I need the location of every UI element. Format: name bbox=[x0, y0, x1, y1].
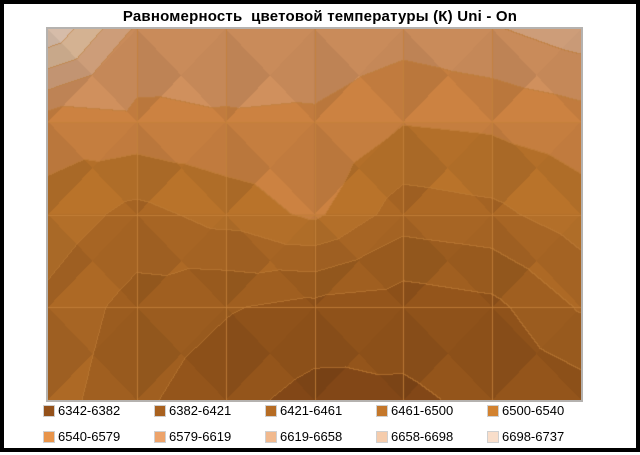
legend-item-label: 6421-6461 bbox=[280, 403, 343, 418]
legend-item-label: 6619-6658 bbox=[280, 429, 343, 444]
legend-swatch bbox=[487, 431, 499, 443]
legend-item: 6698-6737 bbox=[487, 429, 599, 445]
legend-item: 6540-6579 bbox=[43, 429, 155, 445]
legend-item-label: 6342-6382 bbox=[58, 403, 121, 418]
legend-item-label: 6500-6540 bbox=[502, 403, 565, 418]
legend-row: 6540-6579 6579-6619 6619-6658 6658-6698 6698… bbox=[43, 429, 604, 445]
legend-item: 6579-6619 bbox=[154, 429, 266, 445]
legend-swatch bbox=[154, 431, 166, 443]
legend-item-label: 6540-6579 bbox=[58, 429, 121, 444]
legend-row: 6342-6382 6382-6421 6421-6461 6461-6500 6500… bbox=[43, 403, 604, 419]
legend-swatch bbox=[43, 431, 55, 443]
legend-item-label: 6698-6737 bbox=[502, 429, 565, 444]
contour-surface-canvas bbox=[48, 29, 581, 400]
legend-item-label: 6658-6698 bbox=[391, 429, 454, 444]
legend-swatch bbox=[487, 405, 499, 417]
legend-swatch bbox=[376, 405, 388, 417]
legend-swatch bbox=[43, 405, 55, 417]
legend: 6342-6382 6382-6421 6421-6461 6461-6500 6500… bbox=[43, 403, 604, 455]
legend-swatch bbox=[376, 431, 388, 443]
legend-item: 6619-6658 bbox=[265, 429, 377, 445]
chart-title: Равномерность цветовой температуры (К) U… bbox=[122, 8, 518, 25]
legend-item: 6500-6540 bbox=[487, 403, 599, 419]
legend-item: 6421-6461 bbox=[265, 403, 377, 419]
legend-item: 6342-6382 bbox=[43, 403, 155, 419]
legend-item: 6461-6500 bbox=[376, 403, 488, 419]
legend-swatch bbox=[265, 405, 277, 417]
legend-item-label: 6461-6500 bbox=[391, 403, 454, 418]
legend-item-label: 6382-6421 bbox=[169, 403, 232, 418]
legend-item: 6382-6421 bbox=[154, 403, 266, 419]
plot-area bbox=[46, 27, 583, 402]
legend-swatch bbox=[154, 405, 166, 417]
legend-item: 6658-6698 bbox=[376, 429, 488, 445]
legend-swatch bbox=[265, 431, 277, 443]
legend-item-label: 6579-6619 bbox=[169, 429, 232, 444]
